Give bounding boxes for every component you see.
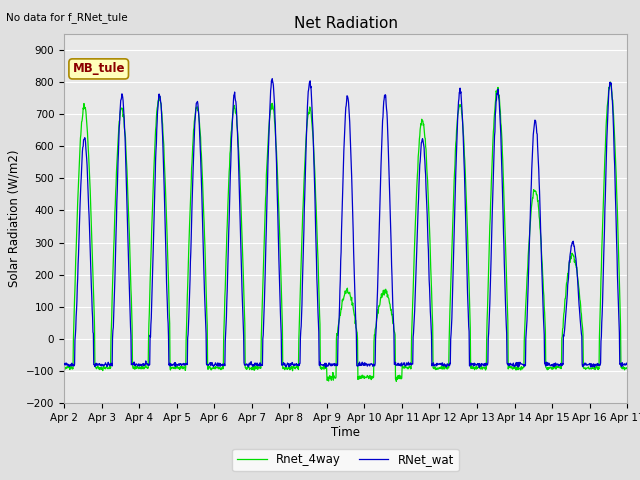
Rnet_4way bbox=[392, 378, 400, 384]
Title: Net Radiation: Net Radiation bbox=[294, 16, 397, 31]
RNet_wat bbox=[186, 301, 193, 307]
Rnet_4way bbox=[248, 364, 256, 370]
Rnet_4way bbox=[433, 365, 441, 371]
X-axis label: Time: Time bbox=[331, 426, 360, 439]
Text: MB_tule: MB_tule bbox=[72, 62, 125, 75]
Rnet_4way bbox=[557, 363, 564, 369]
RNet_wat bbox=[508, 361, 515, 367]
RNet_wat bbox=[248, 363, 256, 369]
Rnet_4way bbox=[60, 364, 68, 370]
Legend: Rnet_4way, RNet_wat: Rnet_4way, RNet_wat bbox=[232, 449, 459, 471]
Text: No data for f_RNet_tule: No data for f_RNet_tule bbox=[6, 12, 128, 23]
Rnet_4way bbox=[507, 365, 515, 371]
RNet_wat bbox=[60, 361, 68, 367]
RNet_wat bbox=[623, 361, 631, 367]
Rnet_4way bbox=[186, 230, 193, 236]
RNet_wat bbox=[268, 76, 276, 82]
Rnet_4way bbox=[172, 364, 179, 370]
Line: Rnet_4way: Rnet_4way bbox=[64, 82, 627, 381]
Line: RNet_wat: RNet_wat bbox=[64, 79, 627, 367]
RNet_wat bbox=[433, 362, 441, 368]
RNet_wat bbox=[476, 364, 483, 370]
Y-axis label: Solar Radiation (W/m2): Solar Radiation (W/m2) bbox=[7, 150, 20, 287]
RNet_wat bbox=[557, 360, 565, 366]
Rnet_4way bbox=[623, 365, 631, 371]
RNet_wat bbox=[172, 364, 179, 370]
Rnet_4way bbox=[607, 79, 614, 85]
